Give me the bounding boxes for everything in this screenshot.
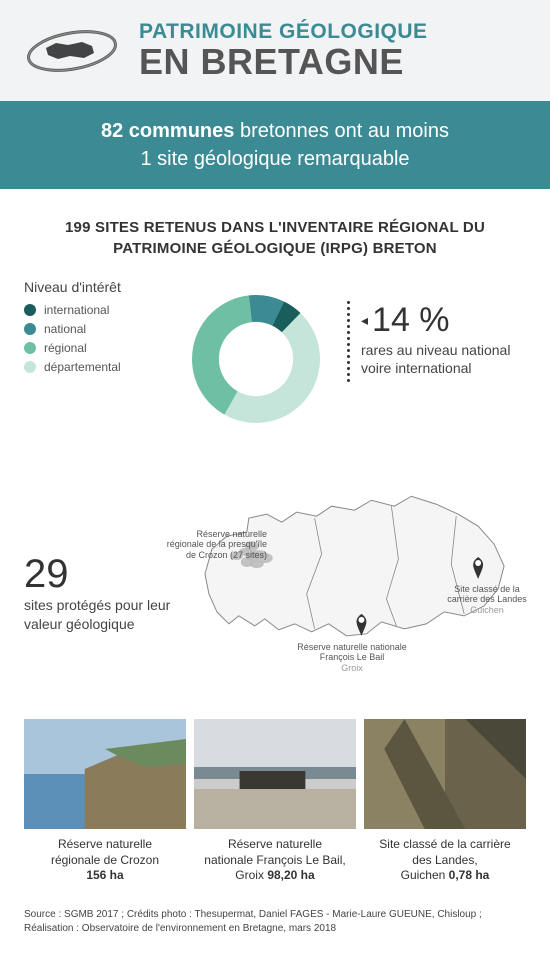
legend-dot	[24, 361, 36, 373]
photos-row: Réserve naturelle régionale de Crozon 15…	[0, 709, 550, 894]
photo-caption-1: Réserve naturelle régionale de Crozon 15…	[24, 837, 186, 884]
legend-dot	[24, 323, 36, 335]
map-label-crozon: Réserve naturelle régionale de la presqu…	[157, 529, 267, 560]
legend-label: régional	[44, 341, 87, 355]
photo-caption-3: Site classé de la carrière des Landes, G…	[364, 837, 526, 884]
donut-chart	[176, 279, 341, 444]
header: PATRIMOINE GÉOLOGIQUE EN BRETAGNE	[0, 0, 550, 101]
banner: 82 communes bretonnes ont au moins 1 sit…	[0, 101, 550, 189]
stat-percent: 14 %	[361, 303, 526, 337]
photo-3	[364, 719, 526, 829]
donut-stat: 14 % rares au niveau national voire inte…	[353, 279, 526, 377]
map-stat-text: sites protégés pour leur valeur géologiq…	[24, 596, 179, 634]
legend-label: national	[44, 322, 86, 336]
legend-item: régional	[24, 341, 164, 355]
dots-decoration	[347, 301, 350, 382]
map-label-guichen: Site classé de la carrière des Landes Gu…	[442, 584, 532, 615]
map-label-groix: Réserve naturelle nationale François Le …	[287, 642, 417, 673]
map-stat-number: 29	[24, 554, 179, 594]
banner-line2: 1 site géologique remarquable	[140, 148, 409, 170]
photo-2	[194, 719, 356, 829]
logo	[20, 18, 125, 83]
banner-rest1: bretonnes ont au moins	[234, 120, 449, 142]
footer: Source : SGMB 2017 ; Crédits photo : The…	[0, 894, 550, 958]
subheading: 199 SITES RETENUS DANS L'INVENTAIRE RÉGI…	[0, 189, 550, 279]
donut-legend: Niveau d'intérêt international national ré…	[24, 279, 164, 379]
infographic-container: PATRIMOINE GÉOLOGIQUE EN BRETAGNE 82 com…	[0, 0, 550, 958]
legend-dot	[24, 342, 36, 354]
legend-item: international	[24, 303, 164, 317]
photo-card-1: Réserve naturelle régionale de Crozon 15…	[24, 719, 186, 884]
map-stat: 29 sites protégés pour leur valeur géolo…	[24, 464, 179, 634]
header-text: PATRIMOINE GÉOLOGIQUE EN BRETAGNE	[139, 21, 530, 80]
header-title-big: EN BRETAGNE	[139, 44, 530, 80]
legend-item: national	[24, 322, 164, 336]
photo-caption-2: Réserve naturelle nationale François Le …	[194, 837, 356, 884]
map-section: 29 sites protégés pour leur valeur géolo…	[0, 454, 550, 709]
legend-label: international	[44, 303, 109, 317]
header-title-small: PATRIMOINE GÉOLOGIQUE	[139, 21, 530, 42]
stat-text: rares au niveau national voire internati…	[361, 341, 526, 377]
photo-1	[24, 719, 186, 829]
photo-card-3: Site classé de la carrière des Landes, G…	[364, 719, 526, 884]
photo-card-2: Réserve naturelle nationale François Le …	[194, 719, 356, 884]
legend-item: départemental	[24, 360, 164, 374]
legend-dot	[24, 304, 36, 316]
map: Réserve naturelle régionale de la presqu…	[187, 464, 526, 689]
banner-bold: 82 communes	[101, 120, 234, 142]
donut-section: Niveau d'intérêt international national ré…	[0, 279, 550, 454]
legend-label: départemental	[44, 360, 121, 374]
legend-title: Niveau d'intérêt	[24, 279, 164, 295]
